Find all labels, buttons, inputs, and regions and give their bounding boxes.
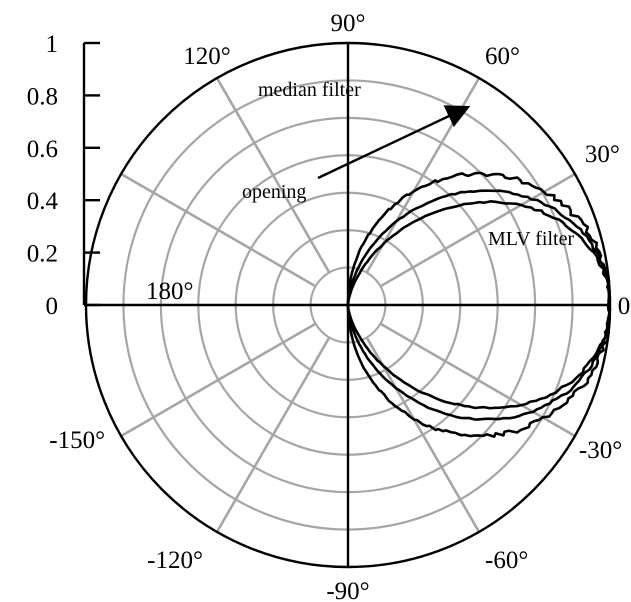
angle-tick-label: 30° [585, 141, 620, 168]
grid-spoke-210 [120, 322, 317, 438]
radial-tick-label: 1 [46, 31, 59, 58]
annotation-arrow [317, 105, 471, 180]
grid-spoke-150 [120, 172, 317, 288]
tick-labels: 0 0.2 0.4 0.6 0.8 1 0 30° 60° 90° 120° 180° -150° -12… [27, 10, 631, 602]
grid-spoke-240 [215, 336, 331, 533]
series-curves [346, 171, 612, 438]
angle-tick-label: 60° [485, 43, 520, 70]
radial-tick-label: 0.4 [27, 188, 59, 215]
angle-tick-label: 90° [331, 10, 366, 37]
angle-tick-label: 180° [146, 278, 194, 305]
annotation-label: opening [242, 181, 306, 203]
annotations: median filter opening MLV filter [242, 79, 574, 250]
grid-spoke-30 [379, 172, 576, 288]
radial-tick-label: 0.6 [27, 136, 58, 163]
angle-tick-label: -90° [326, 578, 369, 602]
angle-tick-label: -60° [485, 547, 528, 574]
radial-tick-label: 0.8 [27, 83, 58, 110]
annotation-label: median filter [258, 79, 361, 101]
series-curve-mlv-filter [346, 200, 612, 410]
radial-tick-label: 0.2 [27, 241, 58, 268]
angle-tick-label: 0 [618, 293, 631, 320]
angle-tick-label: -150° [49, 427, 105, 454]
angle-tick-label: -30° [579, 437, 622, 464]
grid-spoke-300 [365, 336, 481, 533]
angle-tick-label: -120° [147, 547, 203, 574]
angle-tick-label: 120° [183, 43, 231, 70]
grid-spoke-120 [215, 77, 331, 274]
radial-tick-label: 0 [46, 293, 59, 320]
annotation-label: MLV filter [488, 228, 574, 250]
